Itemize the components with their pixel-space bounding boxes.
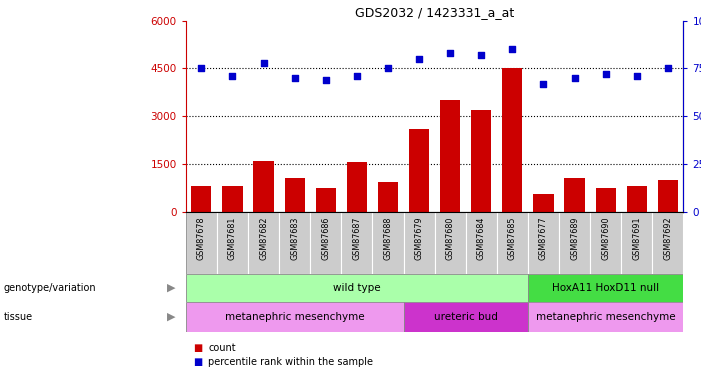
Text: ▶: ▶ [167,312,175,322]
Text: GSM87683: GSM87683 [290,217,299,260]
Text: GSM87689: GSM87689 [570,217,579,260]
Point [538,81,549,87]
Point [414,56,425,62]
Bar [315,188,336,212]
Point [662,65,674,71]
Text: GSM87692: GSM87692 [663,217,672,261]
Bar [465,212,497,274]
Text: ▶: ▶ [167,283,175,293]
Text: GSM87684: GSM87684 [477,217,486,260]
Point [569,75,580,81]
Bar [590,212,621,274]
Bar [658,180,678,212]
Text: GSM87686: GSM87686 [321,217,330,260]
Text: wild type: wild type [333,283,381,293]
Bar [254,161,273,212]
Bar [409,129,429,212]
Text: HoxA11 HoxD11 null: HoxA11 HoxD11 null [552,283,659,293]
Text: ureteric bud: ureteric bud [434,312,498,322]
Point [631,73,642,79]
Point [258,60,269,66]
Bar [279,212,311,274]
Title: GDS2032 / 1423331_a_at: GDS2032 / 1423331_a_at [355,6,515,20]
Bar [440,100,461,212]
Bar [186,212,217,274]
Bar [533,194,554,212]
Point [289,75,300,81]
Point [196,65,207,71]
Point [227,73,238,79]
Text: GSM87687: GSM87687 [353,217,361,260]
Bar [378,182,398,212]
Point [476,52,487,58]
Text: metanephric mesenchyme: metanephric mesenchyme [536,312,676,322]
Bar [596,188,615,212]
Text: ■: ■ [193,357,202,367]
Bar [186,274,528,302]
Point [320,77,332,83]
Text: GSM87688: GSM87688 [383,217,393,260]
Text: GSM87680: GSM87680 [446,217,455,260]
Text: GSM87679: GSM87679 [414,217,423,261]
Point [507,46,518,53]
Bar [217,212,248,274]
Bar [435,212,465,274]
Bar [285,178,305,212]
Text: ■: ■ [193,343,202,353]
Bar [248,212,279,274]
Bar [310,212,341,274]
Bar [559,212,590,274]
Text: genotype/variation: genotype/variation [4,283,96,293]
Bar [186,302,404,332]
Text: tissue: tissue [4,312,33,322]
Bar [653,212,683,274]
Bar [497,212,528,274]
Bar [528,274,683,302]
Bar [347,162,367,212]
Text: metanephric mesenchyme: metanephric mesenchyme [225,312,365,322]
Bar [627,186,647,212]
Text: count: count [208,343,236,353]
Point [351,73,362,79]
Text: GSM87678: GSM87678 [197,217,206,260]
Bar [564,178,585,212]
Bar [191,186,212,212]
Bar [372,212,404,274]
Text: GSM87682: GSM87682 [259,217,268,260]
Bar [222,186,243,212]
Text: GSM87677: GSM87677 [539,217,548,261]
Bar [341,212,372,274]
Bar [528,212,559,274]
Bar [528,302,683,332]
Point [444,50,456,56]
Bar [503,68,522,212]
Bar [404,302,528,332]
Text: GSM87681: GSM87681 [228,217,237,260]
Bar [471,110,491,212]
Text: GSM87691: GSM87691 [632,217,641,260]
Bar [621,212,653,274]
Text: GSM87685: GSM87685 [508,217,517,260]
Text: percentile rank within the sample: percentile rank within the sample [208,357,373,367]
Point [382,65,393,71]
Text: GSM87690: GSM87690 [601,217,610,260]
Bar [404,212,435,274]
Point [600,71,611,77]
